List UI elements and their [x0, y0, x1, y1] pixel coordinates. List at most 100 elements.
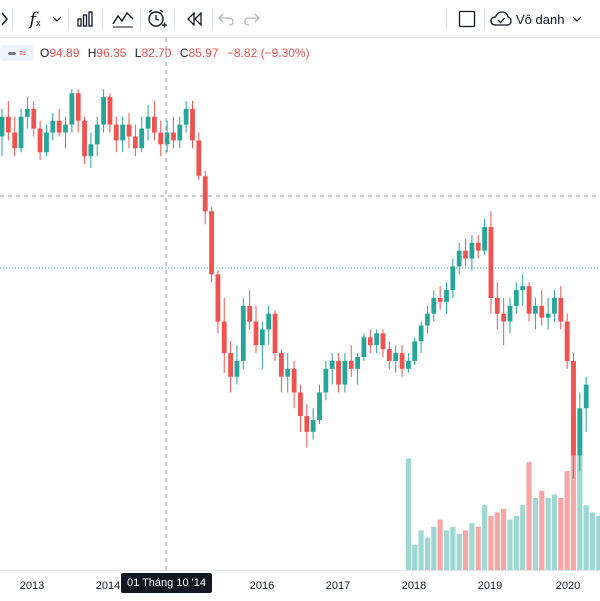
volume-bar [551, 494, 558, 570]
candle-body [450, 266, 456, 291]
candle-body [323, 368, 329, 393]
candle-body [342, 360, 348, 385]
candle-body [158, 132, 164, 145]
candle-body [279, 353, 284, 377]
candle-body [69, 93, 75, 125]
candle-body [285, 368, 291, 377]
volume-bar [412, 544, 418, 570]
close-key: C [179, 46, 189, 60]
legend-toggle[interactable]: ≈ [0, 45, 34, 61]
volume-bar [507, 519, 513, 570]
volume-bar [456, 534, 462, 570]
volume-bar [494, 512, 500, 570]
candle-body [18, 116, 24, 149]
candle-body [469, 242, 475, 259]
price-chart[interactable] [0, 38, 600, 570]
candle-body [75, 93, 81, 121]
series-wave-icon: ≈ [19, 46, 26, 60]
chevron-down-icon [572, 16, 582, 22]
candle-body [475, 242, 481, 251]
cloud-label: Vô danh [516, 11, 565, 27]
volume-bar [589, 512, 596, 570]
change-value: −8.82 (−9.30%) [226, 46, 310, 60]
candle-body [25, 108, 30, 117]
candle-body [202, 176, 208, 212]
candle-body [196, 140, 202, 176]
volume-bar [539, 490, 545, 570]
volume-bar [431, 526, 437, 570]
candle-body [221, 321, 227, 354]
high-key: H [87, 46, 97, 60]
candle-body [533, 305, 538, 314]
candle-body [412, 341, 418, 361]
candle-body [482, 227, 487, 251]
candle-body [37, 128, 43, 153]
volume-bar [564, 471, 570, 570]
volume-bar [520, 505, 526, 570]
candle-body [564, 321, 570, 361]
volume-bar [545, 498, 551, 570]
candle-body [152, 116, 157, 133]
candle-body [190, 108, 195, 141]
candle-body [298, 392, 303, 417]
indicators-icon[interactable] [110, 0, 136, 38]
volume-bar [437, 519, 443, 570]
candle-body [63, 124, 68, 133]
candle-body [126, 124, 132, 137]
candle-body [348, 360, 354, 369]
volume-bar [577, 411, 583, 570]
candle-body [552, 297, 557, 314]
save-layout-button[interactable]: Vô danh [490, 0, 590, 38]
candle-body [240, 305, 246, 361]
alert-clock-icon[interactable] [144, 0, 170, 38]
replay-icon[interactable] [182, 0, 206, 38]
volume-bar [583, 505, 589, 570]
candle-body [82, 120, 87, 157]
candle-body [513, 290, 519, 306]
high-value: 96.35 [96, 46, 127, 60]
year-label: 2018 [401, 580, 427, 592]
candle-body [44, 132, 49, 153]
minus-icon [8, 51, 17, 55]
candle-body [228, 353, 233, 377]
fx-label: f [29, 8, 37, 30]
ohlc-values: O94.89 H96.35 L82.70 C85.97 −8.82 (−9.30… [40, 46, 310, 60]
volume-bar [526, 462, 532, 570]
candle-body [145, 116, 151, 129]
candle-body [317, 392, 322, 421]
candle-body [507, 305, 513, 322]
candle-body [539, 305, 545, 318]
candle-body [444, 290, 449, 302]
candle-body [120, 124, 126, 141]
candle-body [31, 108, 37, 129]
candle-body [393, 353, 399, 361]
candle-body [577, 408, 583, 456]
candle-body [5, 116, 11, 133]
layout-icon[interactable] [454, 0, 480, 38]
redo-icon[interactable] [242, 0, 262, 38]
chevron-right-icon[interactable] [0, 0, 10, 38]
candle-body [571, 360, 576, 456]
candle-body [291, 368, 297, 393]
bar-chart-icon[interactable] [74, 0, 96, 38]
low-value: 82.70 [141, 46, 172, 60]
volume-bar [450, 526, 456, 570]
volume-bar [418, 530, 424, 570]
candle-body [494, 297, 500, 314]
candle-body [463, 250, 468, 259]
volume-bar [462, 530, 469, 570]
candle-body [310, 420, 316, 432]
year-label: 2014 [95, 580, 121, 592]
time-axis[interactable]: 2013 2014 2016 2017 2018 2019 2020 [0, 570, 600, 601]
candle-body [50, 120, 56, 133]
chevron-down-icon[interactable] [50, 0, 64, 38]
volume-bar [596, 516, 600, 570]
volume-bar [482, 505, 488, 570]
volume-bar [570, 417, 577, 570]
volume-bar [424, 537, 431, 570]
candle-body [374, 333, 380, 346]
undo-icon[interactable] [216, 0, 236, 38]
fx-sub: x [36, 18, 41, 28]
